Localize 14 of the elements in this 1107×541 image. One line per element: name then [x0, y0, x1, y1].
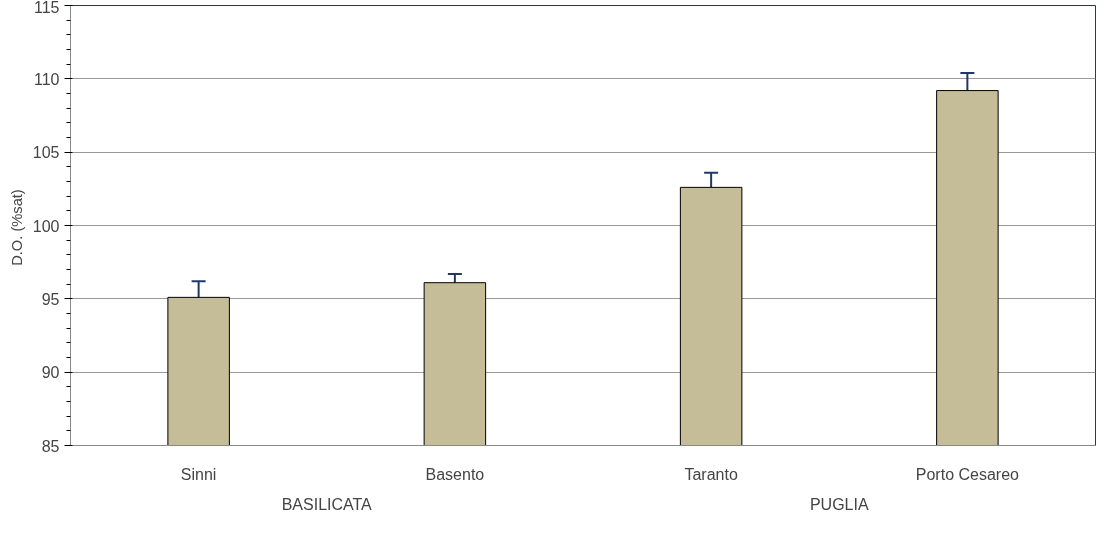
y-tick-label: 100 [32, 217, 60, 235]
x-tick-label: Porto Cesareo [915, 465, 1020, 483]
y-tick-label: 110 [33, 70, 60, 88]
y-tick-label: 105 [32, 144, 60, 162]
y-tick-label: 95 [41, 290, 60, 308]
x-tick-label: Basento [425, 465, 485, 483]
text: PUGLIA [809, 495, 869, 513]
x-tick-label: Taranto [684, 465, 738, 483]
y-axis-title: D.O. (%sat) [8, 189, 25, 266]
y-tick-label: 85 [41, 437, 60, 455]
y-tick-label: 115 [33, 0, 60, 16]
text: BASILICATA [281, 495, 373, 513]
x-tick-label: Sinni [180, 465, 217, 483]
y-tick-label: 90 [41, 364, 60, 382]
